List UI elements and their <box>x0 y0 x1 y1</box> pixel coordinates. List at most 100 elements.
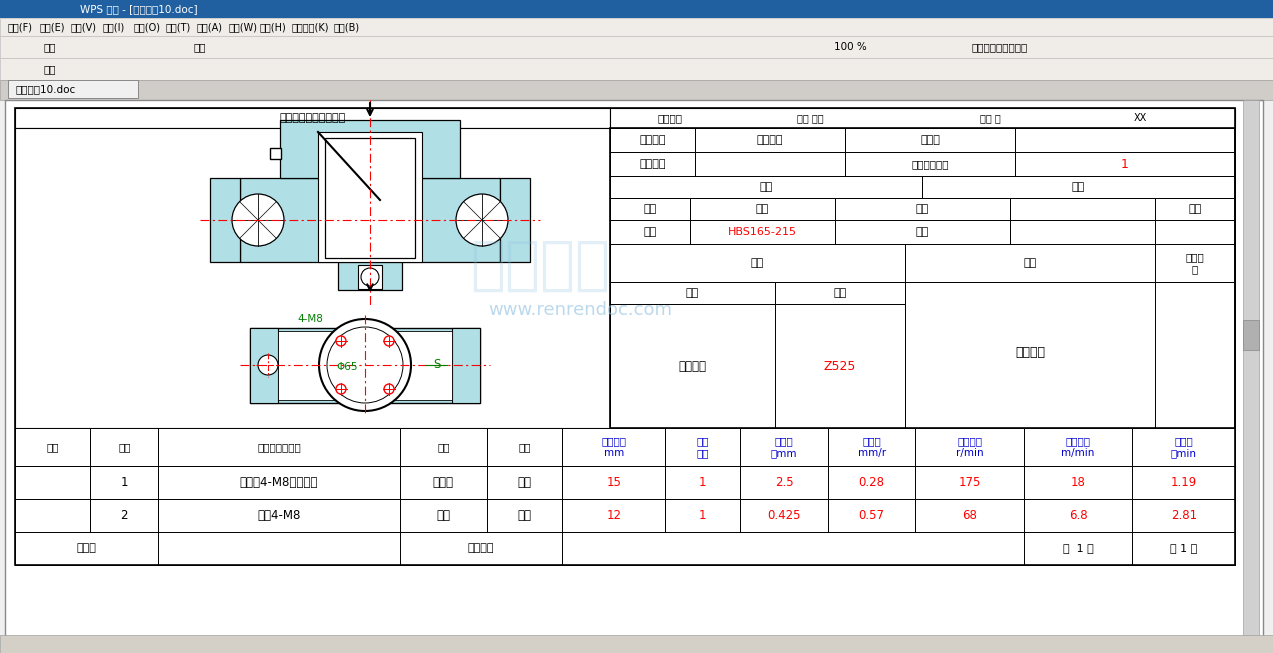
Bar <box>1009 220 1155 244</box>
Text: 钻上端4-M8螺纹底孔: 钻上端4-M8螺纹底孔 <box>239 476 318 489</box>
Bar <box>775 282 905 304</box>
Circle shape <box>320 319 411 411</box>
Bar <box>1242 100 1259 648</box>
Bar <box>915 466 1023 499</box>
Bar <box>488 466 563 499</box>
Text: 100 %: 100 % <box>834 42 867 52</box>
Bar <box>1023 499 1133 532</box>
Text: 重量: 重量 <box>1189 204 1202 214</box>
Text: 硬度: 硬度 <box>756 204 769 214</box>
Text: 15: 15 <box>606 476 621 489</box>
Bar <box>8 80 137 98</box>
Text: 2.81: 2.81 <box>1171 509 1197 522</box>
Text: 型号: 型号 <box>834 288 847 298</box>
Bar <box>915 499 1023 532</box>
Bar <box>665 499 741 532</box>
Text: 第 1 页: 第 1 页 <box>1170 543 1198 554</box>
Bar <box>610 198 690 220</box>
Bar <box>835 198 1009 220</box>
Circle shape <box>258 355 278 375</box>
Text: 显示标记的最终状态: 显示标记的最终状态 <box>971 42 1029 52</box>
Text: 攻丝4-M8: 攻丝4-M8 <box>257 509 300 522</box>
Text: 6.8: 6.8 <box>1069 509 1087 522</box>
Bar <box>400 532 563 565</box>
Text: 文件(F): 文件(F) <box>8 22 33 32</box>
Text: 窗口(W): 窗口(W) <box>228 22 257 32</box>
Bar <box>90 428 158 466</box>
Bar <box>1133 428 1235 466</box>
Text: 格式(O): 格式(O) <box>134 22 160 32</box>
Text: 卡尺: 卡尺 <box>518 476 532 489</box>
Text: 视图(V): 视图(V) <box>71 22 97 32</box>
Text: S: S <box>433 358 440 372</box>
Bar <box>0 58 1273 80</box>
Circle shape <box>384 384 395 394</box>
Bar <box>905 244 1155 282</box>
Bar <box>15 108 1235 565</box>
Text: 表格(A): 表格(A) <box>197 22 223 32</box>
Text: 指导老师: 指导老师 <box>467 543 494 554</box>
Text: 麻花钻: 麻花钻 <box>433 476 453 489</box>
Text: 进给量
mm/r: 进给量 mm/r <box>858 436 886 458</box>
Text: 1: 1 <box>699 476 707 489</box>
Bar <box>452 328 480 403</box>
Bar <box>1023 532 1133 565</box>
Bar <box>665 428 741 466</box>
Text: HBS165-215: HBS165-215 <box>728 227 797 237</box>
Text: 卡尺: 卡尺 <box>518 509 532 522</box>
Bar <box>318 132 423 262</box>
Bar <box>15 128 610 428</box>
Bar <box>0 0 1273 18</box>
Text: 编辑(E): 编辑(E) <box>39 22 65 32</box>
Text: 工艺卡片10.doc: 工艺卡片10.doc <box>15 84 75 94</box>
Bar <box>922 176 1235 198</box>
Text: 1.19: 1.19 <box>1171 476 1197 489</box>
Text: 零件名称: 零件名称 <box>639 135 666 145</box>
Bar <box>775 304 905 428</box>
Bar <box>210 178 241 262</box>
Text: 4-M8: 4-M8 <box>297 314 323 324</box>
Text: 18: 18 <box>1071 476 1086 489</box>
Text: 办公空间(K): 办公空间(K) <box>292 22 328 32</box>
Bar <box>905 282 1155 428</box>
Text: 0.425: 0.425 <box>768 509 801 522</box>
Bar <box>15 466 90 499</box>
Bar <box>400 466 488 499</box>
Text: 人人文库: 人人文库 <box>470 236 610 293</box>
Bar <box>610 244 905 282</box>
Bar <box>695 128 845 152</box>
Bar <box>563 499 665 532</box>
Bar <box>610 128 695 152</box>
Text: WPS 文字 - [工艺卡片10.doc]: WPS 文字 - [工艺卡片10.doc] <box>80 4 197 14</box>
Text: 主轴转速
r/min: 主轴转速 r/min <box>956 436 984 458</box>
Text: 量具: 量具 <box>518 442 531 452</box>
Bar <box>0 18 1273 36</box>
Text: 1: 1 <box>699 509 707 522</box>
Text: 牌号: 牌号 <box>643 204 657 214</box>
Bar <box>610 282 775 304</box>
Bar <box>270 148 281 159</box>
Text: 走刀
次数: 走刀 次数 <box>696 436 709 458</box>
Circle shape <box>232 194 284 246</box>
Circle shape <box>456 194 508 246</box>
Bar <box>400 499 488 532</box>
Text: 刀具: 刀具 <box>437 442 449 452</box>
Bar <box>15 499 90 532</box>
Text: 图纸 编制: 图纸 编制 <box>797 113 824 123</box>
Text: 0.57: 0.57 <box>858 509 885 522</box>
Text: 零件重量: 零件重量 <box>639 159 666 169</box>
Text: 1: 1 <box>1122 157 1129 170</box>
Bar <box>827 428 915 466</box>
Text: 安装及工步说明: 安装及工步说明 <box>257 442 300 452</box>
Text: 丝锥: 丝锥 <box>437 509 451 522</box>
Text: XX: XX <box>1133 113 1147 123</box>
Bar <box>665 466 741 499</box>
Bar <box>488 428 563 466</box>
Bar <box>563 466 665 499</box>
Text: 宋体: 宋体 <box>193 42 206 52</box>
Text: 钢板: 钢板 <box>643 227 657 237</box>
Bar <box>610 176 922 198</box>
Text: 12: 12 <box>606 509 621 522</box>
Text: 正文: 正文 <box>43 64 56 74</box>
Bar <box>5 100 1263 648</box>
